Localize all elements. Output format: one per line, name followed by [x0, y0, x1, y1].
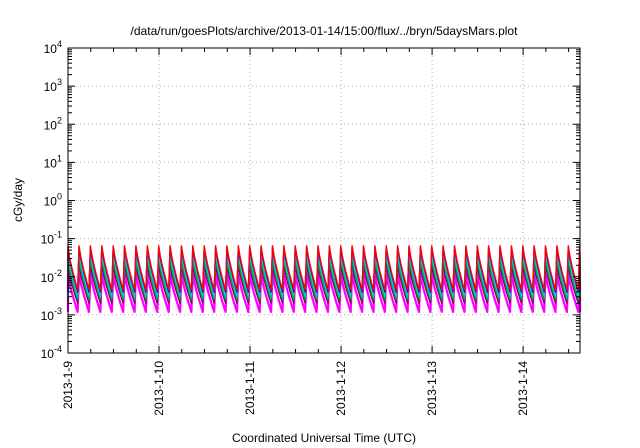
- series-line: [66, 272, 582, 313]
- x-axis-label: Coordinated Universal Time (UTC): [232, 431, 416, 445]
- y-tick-label: 101: [44, 153, 62, 170]
- x-tick-label: 2013-1-10: [152, 361, 166, 416]
- x-tick-label: 2013-1-13: [425, 361, 439, 416]
- y-tick-labels: 10-4 10-3 10-2 10-1 100 101 102 103 104: [41, 39, 62, 361]
- chart-title: /data/run/goesPlots/archive/2013-01-14/1…: [131, 24, 519, 38]
- x-tick-label: 2013-1-14: [516, 361, 530, 416]
- x-tick-labels: 2013-1-9 2013-1-10 2013-1-11 2013-1-12 2013-…: [61, 361, 530, 416]
- y-axis-label: cGy/day: [11, 178, 25, 222]
- y-tick-label: 102: [44, 115, 62, 132]
- y-tick-label: 10-1: [41, 230, 62, 247]
- series-line: [67, 264, 581, 305]
- x-tick-label: 2013-1-9: [61, 361, 75, 409]
- series-line: [67, 257, 581, 301]
- y-tick-label: 104: [44, 39, 62, 56]
- y-tick-label: 10-3: [41, 306, 62, 323]
- series-line: [67, 245, 581, 291]
- axis-ticks: [67, 47, 580, 354]
- y-tick-label: 10-2: [41, 268, 62, 285]
- y-tick-label: 103: [44, 77, 62, 94]
- series-group: [66, 245, 582, 313]
- y-tick-label: 100: [44, 192, 62, 209]
- y-tick-label: 10-4: [41, 344, 62, 361]
- x-tick-label: 2013-1-11: [243, 361, 257, 415]
- x-tick-label: 2013-1-12: [334, 361, 348, 416]
- series-line: [67, 253, 581, 298]
